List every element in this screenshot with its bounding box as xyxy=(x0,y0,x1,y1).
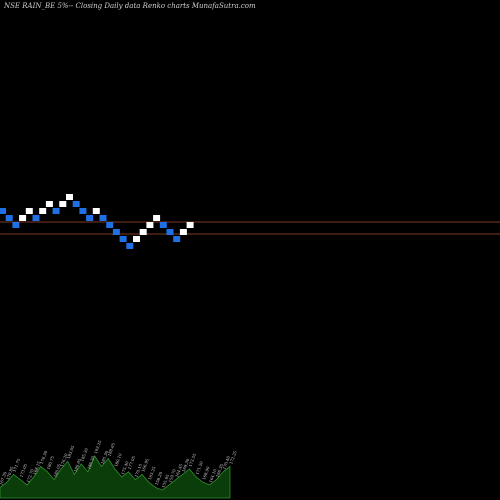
up-brick xyxy=(39,208,47,214)
down-brick xyxy=(166,229,174,235)
volume-label: 180.75 xyxy=(46,455,56,470)
up-brick xyxy=(45,201,53,207)
down-brick xyxy=(32,215,40,221)
down-brick xyxy=(79,208,87,214)
volume-label: 171.20 xyxy=(194,460,204,475)
volume-label: 188.65 xyxy=(106,442,116,457)
up-brick xyxy=(59,201,67,207)
volume-label: 193.25 xyxy=(93,439,103,454)
up-brick xyxy=(66,194,73,200)
down-brick xyxy=(0,208,6,214)
down-brick xyxy=(72,201,80,207)
volume-label: 170.15 xyxy=(134,463,144,478)
volume-label: 155.05 xyxy=(161,473,171,488)
volume-label: 186.30 xyxy=(86,455,96,470)
volume-area-path xyxy=(0,455,231,499)
volume-label: 166.35 xyxy=(215,463,225,478)
volume-label: 177.05 xyxy=(127,455,137,470)
volume-label: 185.30 xyxy=(100,450,110,465)
down-brick xyxy=(173,236,181,242)
volume-label: 169.30 xyxy=(181,457,191,472)
down-brick xyxy=(5,215,13,221)
volume-label: 185.20 xyxy=(79,447,89,462)
up-brick xyxy=(146,222,154,228)
volume-label: 168.15 xyxy=(32,460,42,475)
volume-label: 180.05 xyxy=(52,463,62,478)
volume-label: 171.75 xyxy=(12,457,22,472)
up-brick xyxy=(19,215,27,221)
up-brick xyxy=(139,229,147,235)
volume-label: 180.10 xyxy=(113,452,123,467)
down-brick xyxy=(86,215,94,221)
down-brick xyxy=(112,229,120,235)
volume-label: 175.40 xyxy=(120,460,130,475)
up-brick xyxy=(25,208,33,214)
volume-label: 172.25 xyxy=(228,450,238,465)
down-brick xyxy=(106,222,114,228)
up-brick xyxy=(186,222,194,228)
chart-title: NSE RAIN_BE 5%-- Closing Daily data Renk… xyxy=(3,2,256,10)
renko-bricks xyxy=(0,194,194,249)
up-brick xyxy=(133,236,140,242)
down-brick xyxy=(126,243,134,249)
volume-label: 159.70 xyxy=(167,468,177,483)
up-brick xyxy=(92,208,100,214)
volume-label: 176.30 xyxy=(39,450,49,465)
volume-label: 158.20 xyxy=(154,471,164,486)
volume-label: 172.70 xyxy=(25,468,35,483)
volume-label: 166.95 xyxy=(140,457,150,472)
down-brick xyxy=(119,236,127,242)
volume-label: 183.05 xyxy=(66,444,76,459)
down-brick xyxy=(159,222,167,228)
volume-label: 173.55 xyxy=(188,452,198,467)
up-brick xyxy=(179,229,187,235)
volume-label: 167.30 xyxy=(0,471,8,486)
volume-label: 164.10 xyxy=(208,468,218,483)
up-brick xyxy=(153,215,161,221)
volume-label: 168.90 xyxy=(201,465,211,480)
volume-label: 170.85 xyxy=(5,465,15,480)
volume-label: 180.65 xyxy=(73,457,83,472)
down-brick xyxy=(12,222,20,228)
volume-label: 176.20 xyxy=(59,452,69,467)
down-brick xyxy=(52,208,60,214)
volume-label: 170.40 xyxy=(221,455,231,470)
down-brick xyxy=(99,215,107,221)
reference-lines xyxy=(0,221,500,235)
volume-label: 163.25 xyxy=(147,465,157,480)
volume-label: 173.05 xyxy=(19,463,29,478)
volume-area: 167.30170.85171.75173.05172.70168.15176.… xyxy=(0,439,238,499)
volume-label: 164.45 xyxy=(174,463,184,478)
